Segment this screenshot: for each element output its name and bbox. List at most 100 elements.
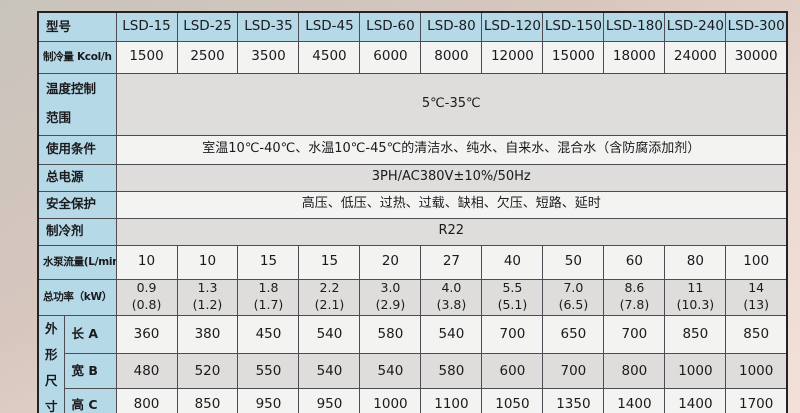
total-power-label: 总功率（kW） [37, 278, 117, 316]
total-power-cell: 8.6 (7.8) [603, 278, 666, 316]
total-power-cell: 1.8 (1.7) [237, 278, 300, 316]
pump-flow-cell: 60 [603, 244, 666, 280]
usage-condition-label: 使用条件 [37, 134, 117, 165]
cooling-capacity-label: 制冷量 Kcol/h [37, 40, 117, 74]
model-cell: LSD-60 [359, 11, 422, 42]
pump-flow-cell: 10 [176, 244, 239, 280]
total-power-cell: 5.5 (5.1) [481, 278, 544, 316]
total-power-cell: 2.2 (2.1) [298, 278, 361, 316]
length-cell: 360 [115, 314, 178, 355]
capacity-cell: 4500 [298, 40, 361, 74]
model-cell: LSD-240 [664, 11, 727, 42]
length-cell: 700 [481, 314, 544, 355]
refrigerant-label: 制冷剂 [37, 217, 117, 246]
pump-flow-label: 水泵流量(L/min) [37, 244, 117, 280]
pump-flow-cell: 80 [664, 244, 727, 280]
model-row-label: 型号 [37, 11, 117, 42]
capacity-cell: 30000 [725, 40, 788, 74]
length-cell: 380 [176, 314, 239, 355]
pump-flow-cell: 100 [725, 244, 788, 280]
height-cell: 1700 [725, 388, 788, 413]
refrigerant-row: 制冷剂 R22 [37, 217, 788, 246]
length-cell: 700 [603, 314, 666, 355]
pump-flow-cell: 15 [237, 244, 300, 280]
length-cell: 580 [359, 314, 422, 355]
model-cell: LSD-80 [420, 11, 483, 42]
cooling-capacity-row: 制冷量 Kcol/h 1500 2500 3500 4500 6000 8000… [37, 40, 788, 74]
total-power-cell: 1.3 (1.2) [176, 278, 239, 316]
height-cell: 1100 [420, 388, 483, 413]
width-cell: 550 [237, 353, 300, 390]
pump-flow-cell: 15 [298, 244, 361, 280]
width-cell: 600 [481, 353, 544, 390]
usage-condition-row: 使用条件 室温10℃-40℃、水温10℃-45℃的清洁水、纯水、自来水、混合水（… [37, 134, 788, 165]
height-cell: 1000 [359, 388, 422, 413]
height-cell: 950 [237, 388, 300, 413]
power-supply-label: 总电源 [37, 163, 117, 192]
dimensions-group-label: 外形 尺寸 [37, 314, 65, 413]
model-cell: LSD-15 [115, 11, 178, 42]
safety-protection-value: 高压、低压、过热、过载、缺相、欠压、短路、延时 [115, 190, 788, 219]
dimension-height-row: 高 C 800 850 950 950 1000 1100 1050 1350 … [38, 388, 788, 413]
length-cell: 850 [725, 314, 788, 355]
power-supply-value: 3PH/AC380V±10%/50Hz [115, 163, 788, 192]
height-cell: 850 [176, 388, 239, 413]
capacity-cell: 8000 [420, 40, 483, 74]
pump-flow-cell: 50 [542, 244, 605, 280]
temp-control-range-row: 温度控制 范围 5℃-35℃ [37, 72, 788, 136]
length-cell: 540 [420, 314, 483, 355]
safety-protection-row: 安全保护 高压、低压、过热、过载、缺相、欠压、短路、延时 [37, 190, 788, 219]
model-cell: LSD-300 [725, 11, 788, 42]
capacity-cell: 6000 [359, 40, 422, 74]
temp-control-range-label: 温度控制 范围 [37, 72, 117, 136]
width-label: 宽 B [63, 353, 117, 390]
pump-flow-cell: 27 [420, 244, 483, 280]
width-cell: 700 [542, 353, 605, 390]
dimension-width-row: 宽 B 480 520 550 540 540 580 600 700 800 … [38, 353, 788, 390]
model-cell: LSD-120 [481, 11, 544, 42]
capacity-cell: 3500 [237, 40, 300, 74]
height-label: 高 C [63, 388, 117, 413]
capacity-cell: 1500 [115, 40, 178, 74]
pump-flow-cell: 10 [115, 244, 178, 280]
capacity-cell: 2500 [176, 40, 239, 74]
total-power-cell: 4.0 (3.8) [420, 278, 483, 316]
spec-table: 型号 LSD-15 LSD-25 LSD-35 LSD-45 LSD-60 LS… [37, 11, 788, 413]
capacity-cell: 18000 [603, 40, 666, 74]
model-cell: LSD-35 [237, 11, 300, 42]
length-cell: 650 [542, 314, 605, 355]
height-cell: 1050 [481, 388, 544, 413]
height-cell: 800 [115, 388, 178, 413]
refrigerant-value: R22 [115, 217, 788, 246]
length-cell: 850 [664, 314, 727, 355]
total-power-cell: 3.0 (2.9) [359, 278, 422, 316]
model-cell: LSD-45 [298, 11, 361, 42]
model-cell: LSD-25 [176, 11, 239, 42]
capacity-cell: 12000 [481, 40, 544, 74]
safety-protection-label: 安全保护 [37, 190, 117, 219]
length-cell: 540 [298, 314, 361, 355]
width-cell: 480 [115, 353, 178, 390]
total-power-cell: 14 (13) [725, 278, 788, 316]
width-cell: 540 [359, 353, 422, 390]
model-cell: LSD-150 [542, 11, 605, 42]
total-power-cell: 11 (10.3) [664, 278, 727, 316]
pump-flow-cell: 20 [359, 244, 422, 280]
total-power-cell: 0.9 (0.8) [115, 278, 178, 316]
model-row: 型号 LSD-15 LSD-25 LSD-35 LSD-45 LSD-60 LS… [37, 11, 788, 42]
length-cell: 450 [237, 314, 300, 355]
dimension-length-row: 外形 尺寸 长 A 360 380 450 540 580 540 700 65… [37, 314, 788, 413]
width-cell: 1000 [725, 353, 788, 390]
temp-control-range-value: 5℃-35℃ [115, 72, 788, 136]
height-cell: 1350 [542, 388, 605, 413]
height-cell: 1400 [603, 388, 666, 413]
pump-flow-cell: 40 [481, 244, 544, 280]
height-cell: 950 [298, 388, 361, 413]
total-power-row: 总功率（kW） 0.9 (0.8) 1.3 (1.2) 1.8 (1.7) 2.… [37, 278, 788, 316]
usage-condition-value: 室温10℃-40℃、水温10℃-45℃的清洁水、纯水、自来水、混合水（含防腐添加… [115, 134, 788, 165]
capacity-cell: 24000 [664, 40, 727, 74]
pump-flow-row: 水泵流量(L/min) 10 10 15 15 20 27 40 50 60 8… [37, 244, 788, 280]
width-cell: 580 [420, 353, 483, 390]
width-cell: 540 [298, 353, 361, 390]
